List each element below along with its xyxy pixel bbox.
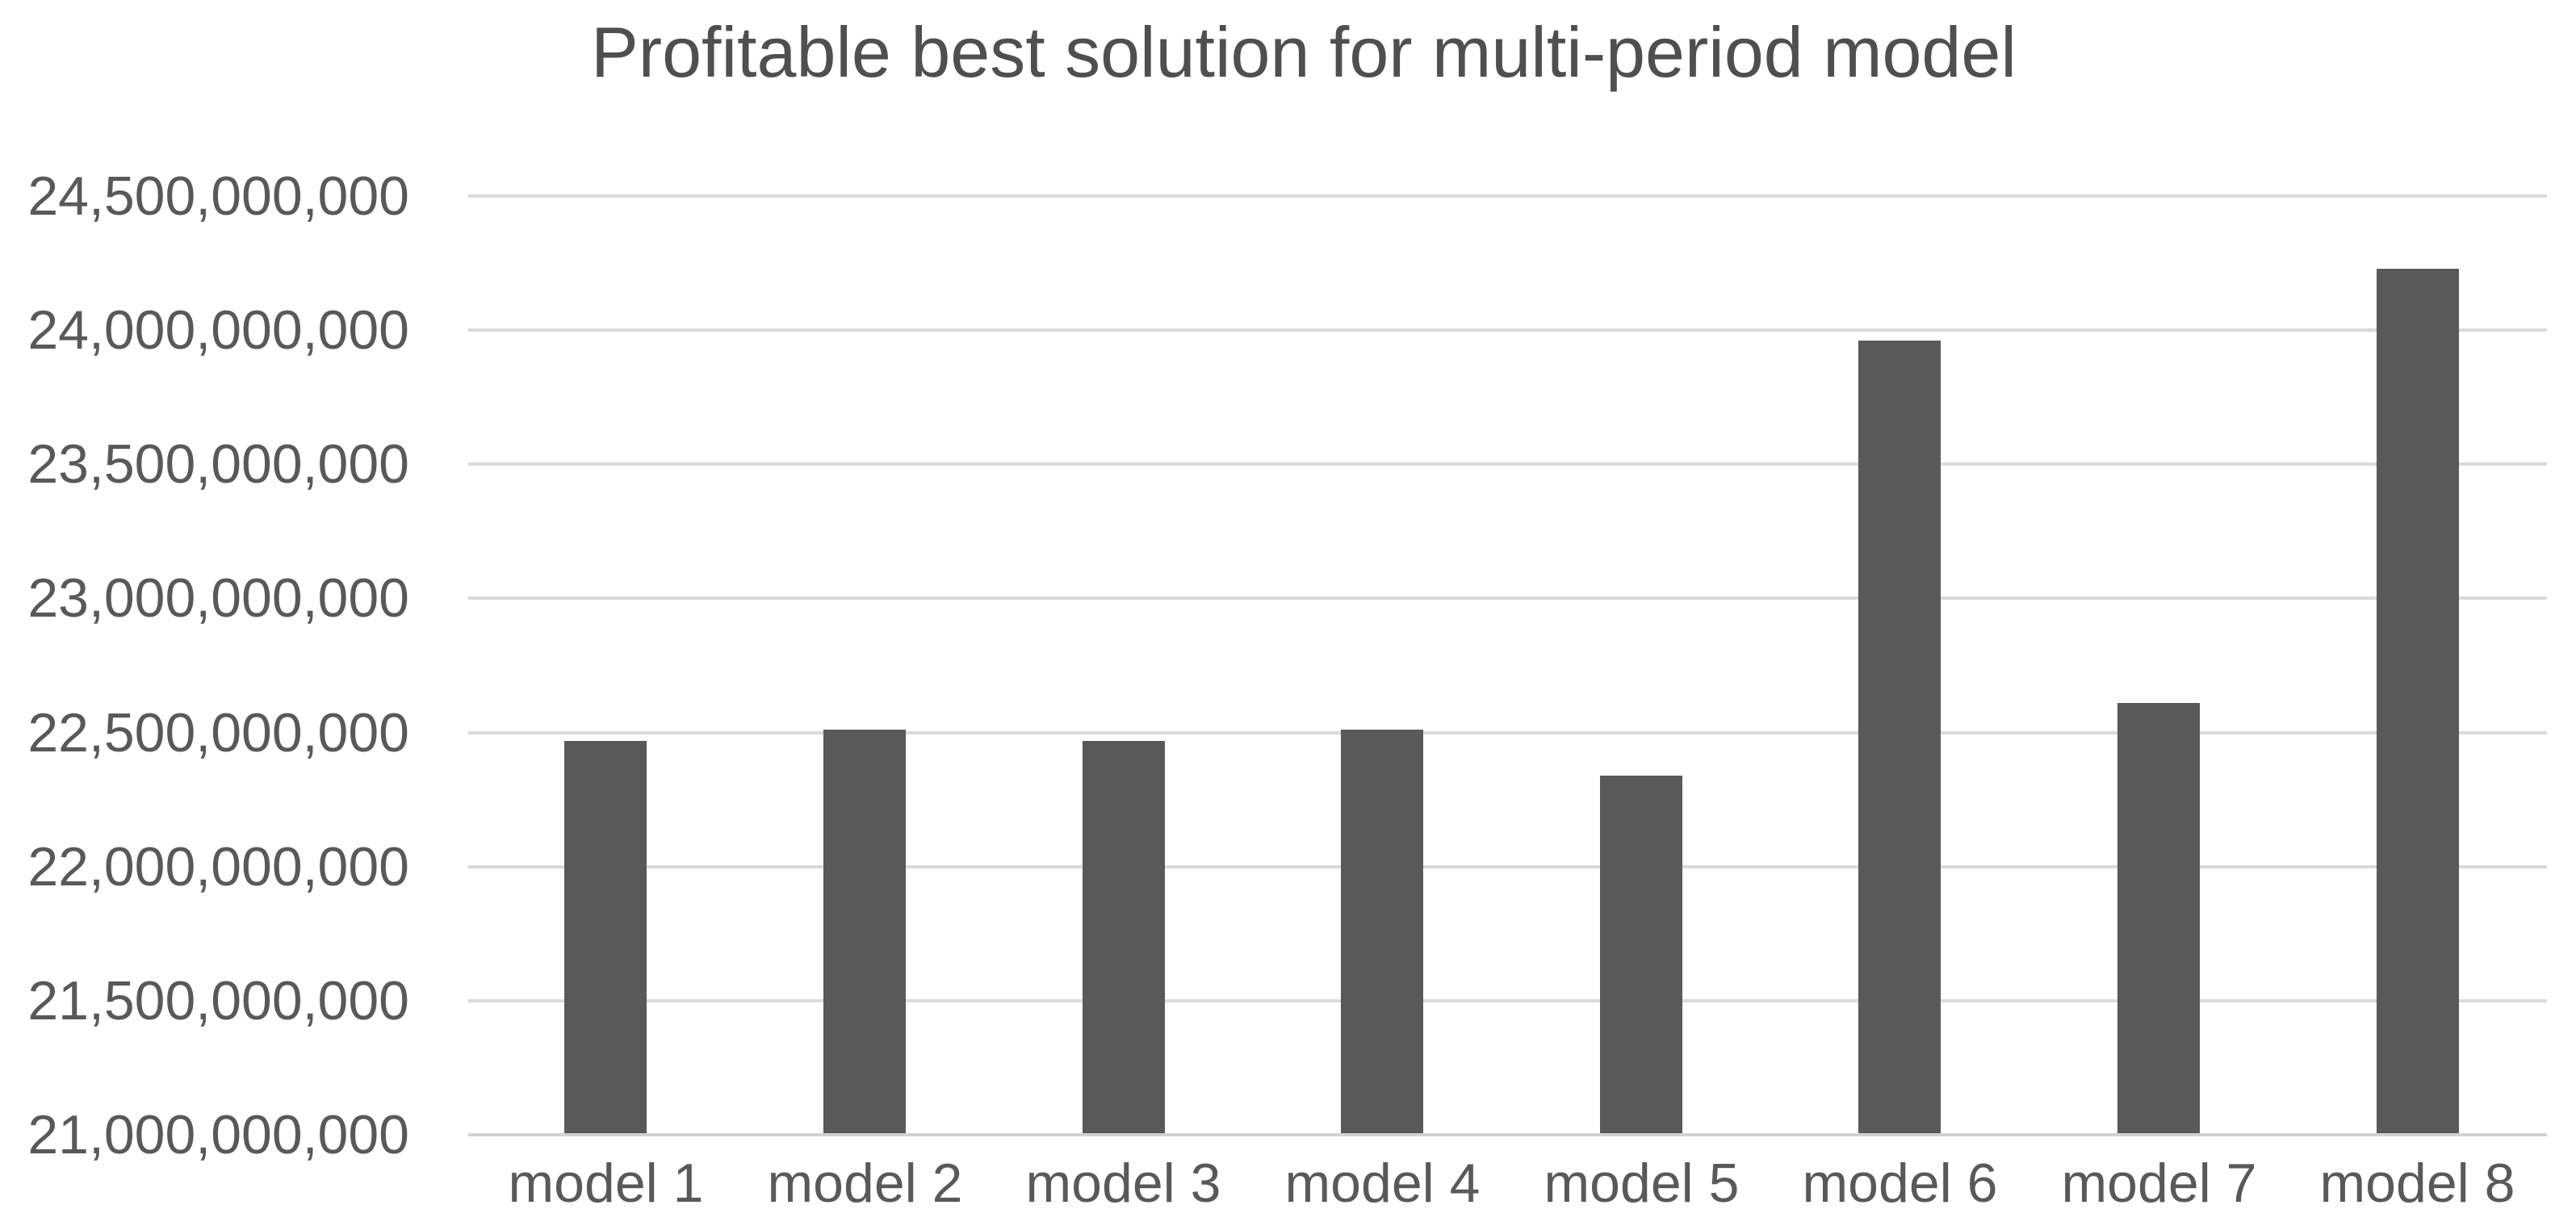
gridline bbox=[468, 865, 2547, 868]
gridline bbox=[468, 999, 2547, 1002]
x-tick-label: model 2 bbox=[767, 1153, 963, 1214]
x-tick-label: model 1 bbox=[508, 1153, 704, 1214]
bar-model-1 bbox=[564, 741, 647, 1135]
y-tick-label: 23,500,000,000 bbox=[27, 433, 409, 495]
x-tick-label: model 3 bbox=[1025, 1153, 1221, 1214]
bar-model-7 bbox=[2117, 703, 2200, 1135]
bar-model-3 bbox=[1083, 741, 1165, 1135]
bar-model-8 bbox=[2377, 269, 2459, 1135]
gridline bbox=[468, 462, 2547, 466]
gridline bbox=[468, 596, 2547, 600]
y-tick-label: 21,000,000,000 bbox=[27, 1104, 409, 1165]
y-tick-label: 21,500,000,000 bbox=[27, 970, 409, 1031]
x-tick-label: model 6 bbox=[1802, 1153, 1998, 1214]
x-tick-label: model 5 bbox=[1544, 1153, 1740, 1214]
y-tick-label: 24,000,000,000 bbox=[27, 299, 409, 361]
gridline bbox=[468, 731, 2547, 734]
bar-model-2 bbox=[823, 730, 906, 1135]
y-tick-label: 22,000,000,000 bbox=[27, 836, 409, 898]
y-tick-label: 22,500,000,000 bbox=[27, 702, 409, 764]
gridline bbox=[468, 328, 2547, 332]
x-tick-label: model 4 bbox=[1284, 1153, 1481, 1214]
chart-title: Profitable best solution for multi-perio… bbox=[591, 12, 2017, 92]
bar-model-4 bbox=[1341, 730, 1423, 1135]
x-tick-label: model 7 bbox=[2061, 1153, 2257, 1214]
gridline bbox=[468, 195, 2547, 198]
x-tick-label: model 8 bbox=[2319, 1153, 2515, 1214]
bar-model-5 bbox=[1600, 776, 1682, 1135]
y-tick-label: 24,500,000,000 bbox=[27, 165, 409, 227]
bar-model-6 bbox=[1858, 341, 1941, 1135]
x-axis-line bbox=[468, 1133, 2547, 1136]
y-tick-label: 23,000,000,000 bbox=[27, 567, 409, 629]
